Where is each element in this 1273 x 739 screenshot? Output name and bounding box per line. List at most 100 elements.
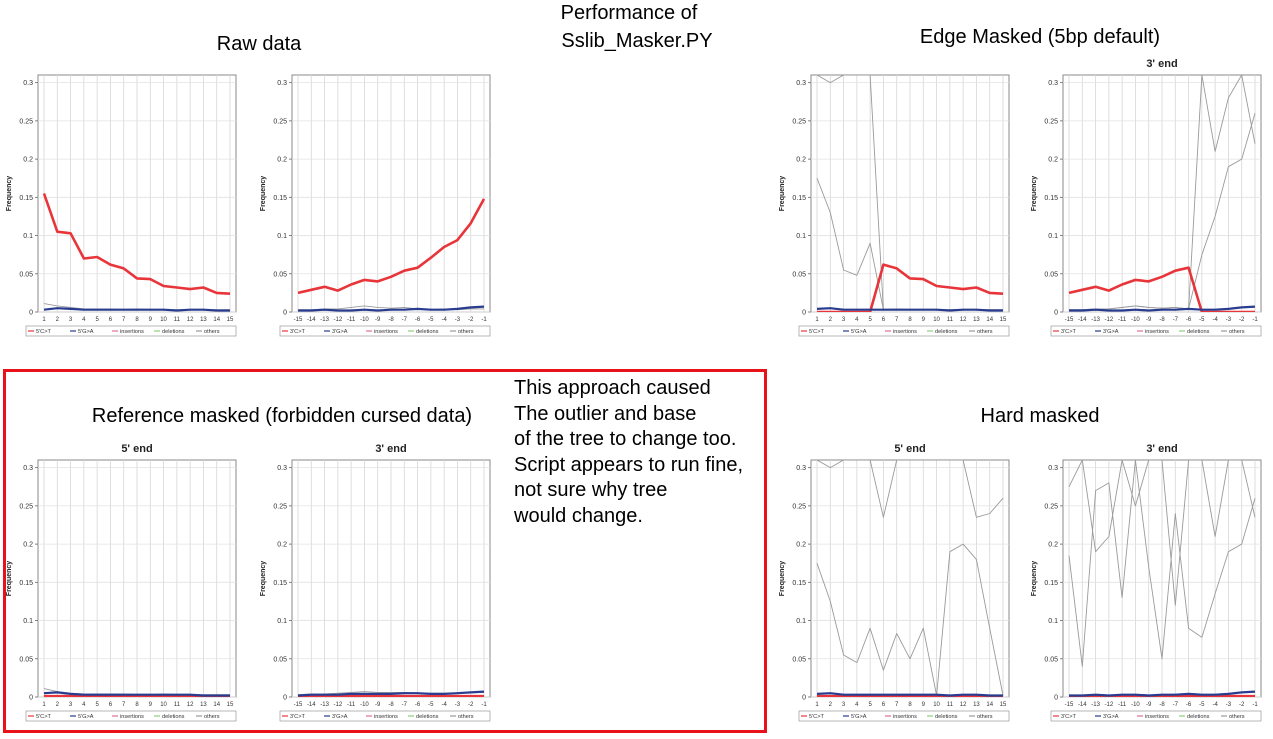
x-tick-label: 2: [829, 317, 833, 323]
x-tick-label: -4: [1212, 702, 1218, 708]
x-tick-label: 8: [908, 702, 912, 708]
legend-label: insertions: [120, 714, 144, 720]
x-tick-label: 14: [986, 702, 993, 708]
y-axis-label: Frequency: [779, 561, 786, 597]
x-tick-label: 3: [69, 317, 73, 323]
x-tick-label: 4: [82, 702, 86, 708]
y-tick-label: 0.2: [1048, 542, 1058, 549]
legend-label: 5'C>T: [36, 329, 51, 335]
series-line-ct: [1068, 266, 1255, 312]
x-tick-label: -3: [1226, 317, 1232, 323]
x-tick-label: 6: [882, 317, 886, 323]
x-tick-label: -8: [388, 317, 394, 323]
x-tick-label: 7: [122, 317, 126, 323]
y-tick-label: 0.3: [23, 465, 33, 472]
x-tick-label: -10: [1131, 317, 1140, 323]
x-tick-label: -7: [1173, 702, 1179, 708]
x-tick-label: 6: [882, 702, 886, 708]
y-tick-label: 0.25: [19, 503, 33, 510]
y-tick-label: 0.3: [796, 465, 806, 472]
legend-label: 3'C>T: [1061, 714, 1076, 720]
y-tick-label: 0.3: [23, 80, 33, 87]
y-tick-label: 0.2: [23, 157, 33, 164]
y-tick-label: 0: [802, 695, 806, 702]
series-line-oth: [816, 543, 1004, 696]
x-tick-label: -4: [441, 702, 447, 708]
y-tick-label: 0.25: [1044, 118, 1058, 125]
x-tick-label: 10: [933, 317, 940, 323]
x-tick-label: 5: [95, 317, 99, 323]
x-tick-label: 12: [960, 317, 967, 323]
x-tick-label: 15: [227, 317, 234, 323]
x-tick-label: -2: [468, 317, 474, 323]
legend-label: 3'C>T: [290, 714, 305, 720]
x-tick-label: -14: [1078, 317, 1087, 323]
series-line-oth: [1068, 460, 1256, 606]
legend-label: insertions: [893, 329, 917, 335]
legend-label: others: [204, 714, 220, 720]
x-tick-label: 14: [213, 317, 220, 323]
page-title-line2: Sslib_Masker.PY: [561, 30, 713, 52]
note-line: Script appears to run fine,: [514, 453, 744, 476]
y-tick-label: 0.15: [19, 195, 33, 202]
x-tick-label: -9: [375, 317, 381, 323]
x-tick-label: 11: [174, 317, 181, 323]
x-tick-label: 7: [122, 702, 126, 708]
x-tick-label: -15: [294, 702, 303, 708]
y-tick-label: 0.2: [796, 157, 806, 164]
y-tick-label: 0.1: [23, 233, 33, 240]
x-tick-label: 14: [986, 317, 993, 323]
y-axis-label: Frequency: [260, 176, 267, 212]
legend-label: deletions: [935, 714, 958, 720]
series-line-ga: [298, 305, 485, 312]
legend-label: others: [977, 714, 993, 720]
series-line-ga: [1069, 305, 1256, 312]
legend-label: deletions: [416, 714, 439, 720]
y-tick-label: 0.05: [273, 656, 287, 663]
x-tick-label: 2: [829, 702, 833, 708]
y-tick-label: 0.2: [277, 542, 287, 549]
y-tick-label: 0.1: [796, 618, 806, 625]
legend-label: deletions: [416, 329, 439, 335]
y-axis-label: Frequency: [1031, 561, 1038, 597]
x-tick-label: -5: [428, 702, 434, 708]
y-tick-label: 0.05: [1044, 656, 1058, 663]
x-tick-label: -5: [428, 317, 434, 323]
chart-title: 3' end: [1146, 443, 1177, 455]
legend-label: deletions: [162, 329, 185, 335]
legend-label: others: [1229, 329, 1245, 335]
legend-label: insertions: [120, 329, 144, 335]
legend-box: [798, 325, 1010, 337]
x-tick-label: 5: [868, 317, 872, 323]
legend-label: 5'G>A: [851, 329, 867, 335]
x-tick-label: -4: [441, 317, 447, 323]
x-tick-label: 4: [82, 317, 86, 323]
x-tick-label: -1: [1252, 702, 1258, 708]
x-tick-label: 9: [922, 702, 926, 708]
x-tick-label: -3: [455, 317, 461, 323]
highlight-box: [3, 369, 767, 733]
x-tick-label: -13: [1091, 317, 1100, 323]
x-tick-label: 11: [947, 317, 954, 323]
y-tick-label: 0.25: [273, 118, 287, 125]
x-tick-label: 3: [842, 317, 846, 323]
legend-label: 5'C>T: [36, 714, 51, 720]
x-tick-label: -1: [481, 317, 487, 323]
y-tick-label: 0.3: [796, 80, 806, 87]
x-tick-label: -3: [455, 702, 461, 708]
x-tick-label: -7: [402, 702, 408, 708]
x-tick-label: 6: [109, 702, 113, 708]
y-tick-label: 0.05: [19, 656, 33, 663]
x-tick-label: -9: [1146, 317, 1152, 323]
x-tick-label: 15: [227, 702, 234, 708]
y-tick-label: 0.3: [277, 80, 287, 87]
legend-label: 3'G>A: [1103, 714, 1119, 720]
x-tick-label: 10: [933, 702, 940, 708]
x-tick-label: 9: [922, 317, 926, 323]
y-tick-label: 0.2: [1048, 157, 1058, 164]
x-tick-label: 8: [135, 317, 139, 323]
note-text: This approach caused The outlier and bas…: [514, 376, 743, 529]
x-tick-label: -12: [334, 702, 343, 708]
note-line: of the tree to change too.: [514, 428, 737, 450]
page-title-line1: Performance of: [560, 2, 698, 24]
